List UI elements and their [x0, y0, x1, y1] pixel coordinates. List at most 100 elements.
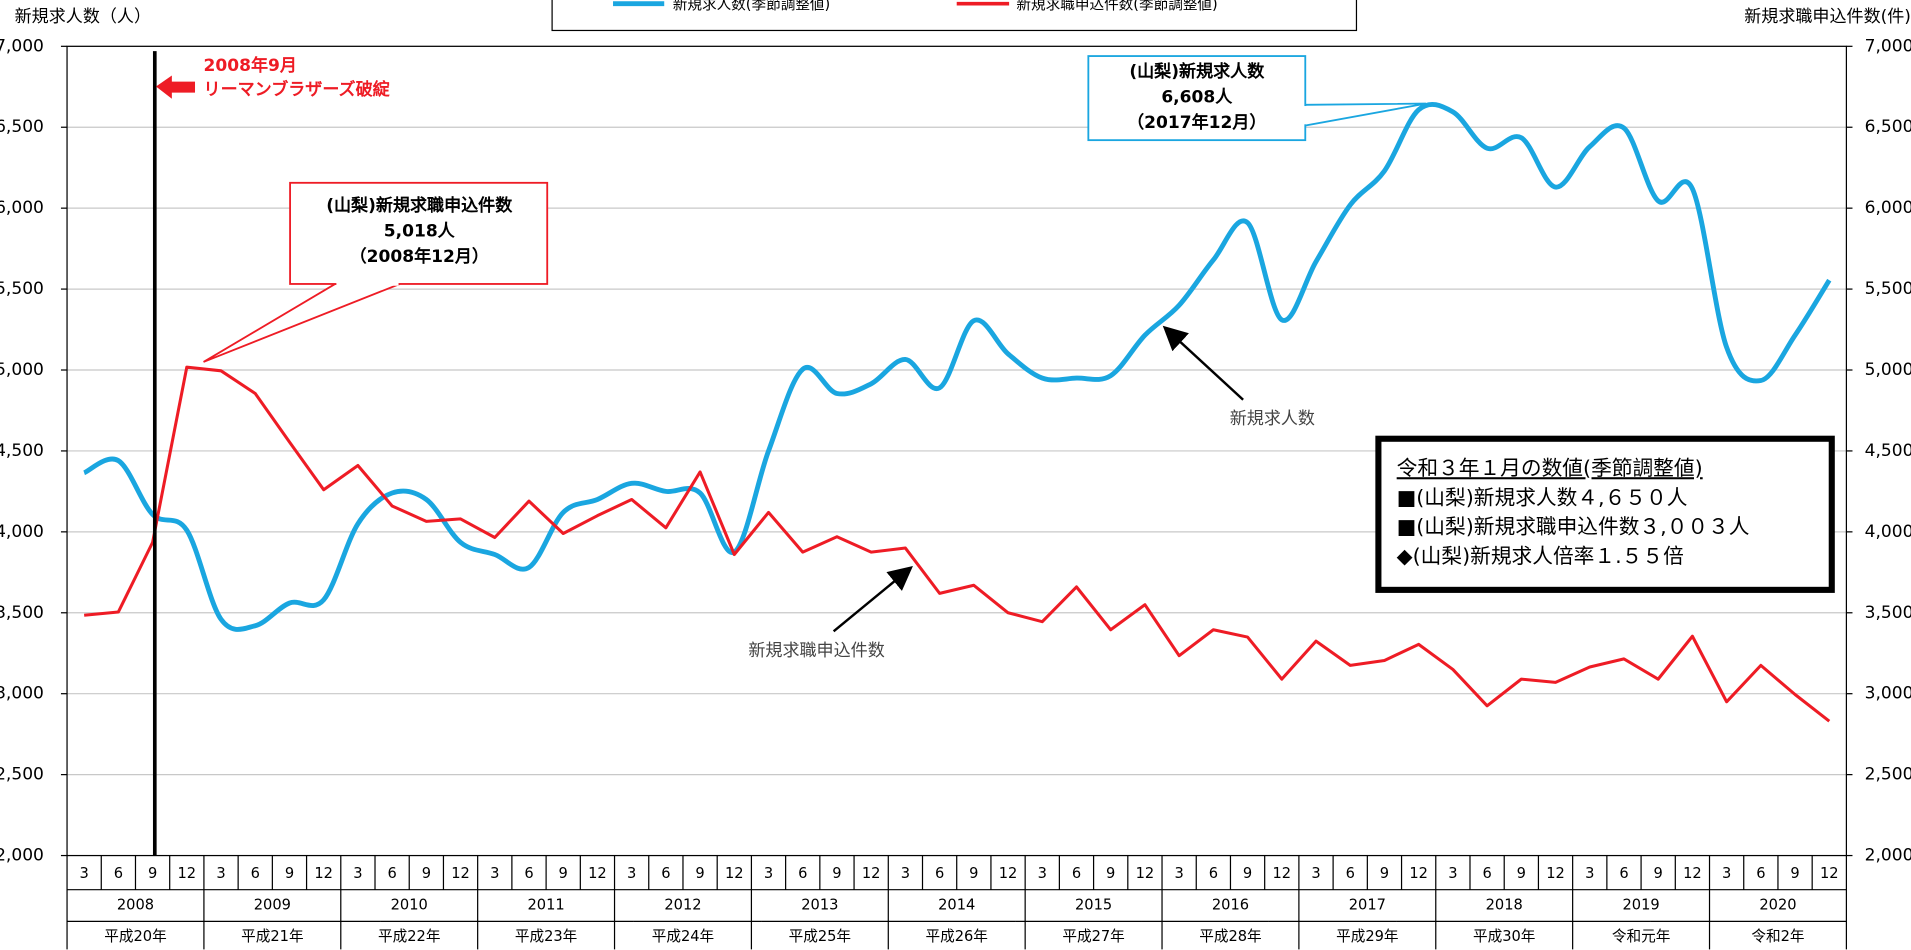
year-label: 2013 — [801, 897, 838, 914]
x-tick-label: 6 — [251, 865, 260, 882]
y-tick-label: 5,000 — [0, 360, 44, 380]
event-label: リーマンブラザーズ破綻 — [204, 79, 391, 100]
x-tick-label: 9 — [695, 865, 704, 882]
year-label: 2010 — [391, 897, 428, 914]
info-box — [1375, 435, 1835, 593]
callout-text: (山梨)新規求人数 — [1129, 61, 1265, 82]
event-arrow — [156, 75, 196, 99]
x-tick-label: 6 — [661, 865, 670, 882]
year-label: 2009 — [254, 897, 291, 914]
era-label: 平成22年 — [378, 928, 440, 945]
x-tick-label: 6 — [1072, 865, 1081, 882]
y-tick-label: 3,500 — [0, 603, 44, 623]
x-tick-label: 12 — [451, 865, 470, 882]
year-label: 2019 — [1622, 897, 1659, 914]
y-tick-label: 6,500 — [0, 117, 44, 137]
info-line: ■(山梨)新規求人数４,６５０人 — [1397, 485, 1688, 509]
arrow-label: 新規求職申込件数 — [748, 641, 884, 661]
x-tick-label: 3 — [1038, 865, 1047, 882]
x-tick-label: 12 — [1272, 865, 1291, 882]
callout-box — [1087, 55, 1307, 142]
info-line: ◆(山梨)新規求人倍率１.５５倍 — [1397, 544, 1684, 568]
x-tick-label: 3 — [627, 865, 636, 882]
x-tick-label: 9 — [1106, 865, 1115, 882]
x-tick-label: 9 — [1380, 865, 1389, 882]
series-line — [84, 365, 1831, 723]
x-tick-label: 6 — [1209, 865, 1218, 882]
x-tick-label: 12 — [1546, 865, 1565, 882]
y2-tick-label: 2,000 — [1865, 846, 1911, 866]
legend-label: 新規求人数(季節調整値) — [673, 0, 831, 13]
x-tick-label: 12 — [725, 865, 744, 882]
event-date: 2008年9月 — [204, 55, 297, 76]
year-label: 2015 — [1075, 897, 1112, 914]
x-tick-label: 12 — [178, 865, 197, 882]
callout-box — [289, 181, 549, 285]
x-tick-label: 6 — [1482, 865, 1491, 882]
y2-tick-label: 3,000 — [1865, 684, 1911, 704]
era-label: 平成25年 — [789, 928, 851, 945]
era-label: 平成21年 — [241, 928, 303, 945]
x-tick-label: 12 — [999, 865, 1018, 882]
callout-text: （2008年12月） — [350, 246, 489, 267]
x-tick-label: 9 — [285, 865, 294, 882]
x-tick-label: 3 — [216, 865, 225, 882]
x-tick-label: 12 — [314, 865, 333, 882]
x-tick-label: 12 — [1136, 865, 1155, 882]
x-tick-label: 9 — [559, 865, 568, 882]
year-label: 2018 — [1486, 897, 1523, 914]
info-title: 令和３年１月の数値(季節調整値) — [1397, 456, 1703, 480]
x-tick-label: 3 — [1585, 865, 1594, 882]
y2-tick-label: 4,000 — [1865, 522, 1911, 542]
x-tick-label: 3 — [353, 865, 362, 882]
legend-box — [551, 0, 1358, 32]
callout-text: （2017年12月） — [1127, 112, 1266, 133]
x-tick-label: 6 — [935, 865, 944, 882]
x-tick-label: 6 — [1756, 865, 1765, 882]
x-tick-label: 6 — [524, 865, 533, 882]
y2-tick-label: 4,500 — [1865, 441, 1911, 461]
x-tick-label: 9 — [148, 865, 157, 882]
legend-label: 新規求職申込件数(季節調整値) — [1016, 0, 1217, 13]
y-tick-label: 7,000 — [0, 36, 44, 56]
era-label: 平成26年 — [926, 928, 988, 945]
x-tick-label: 9 — [969, 865, 978, 882]
y2-tick-label: 2,500 — [1865, 765, 1911, 785]
x-tick-label: 6 — [1619, 865, 1628, 882]
year-label: 2014 — [938, 897, 975, 914]
year-label: 2017 — [1349, 897, 1386, 914]
x-tick-label: 3 — [764, 865, 773, 882]
era-label: 平成29年 — [1336, 928, 1398, 945]
year-label: 2020 — [1759, 897, 1796, 914]
callout-text: (山梨)新規求職申込件数 — [326, 195, 513, 216]
era-label: 平成24年 — [652, 928, 714, 945]
x-tick-label: 3 — [1311, 865, 1320, 882]
era-label: 平成28年 — [1199, 928, 1261, 945]
x-tick-label: 9 — [1243, 865, 1252, 882]
x-tick-label: 6 — [387, 865, 396, 882]
x-tick-label: 9 — [1790, 865, 1799, 882]
x-tick-label: 12 — [1820, 865, 1839, 882]
y2-tick-label: 3,500 — [1865, 603, 1911, 623]
x-tick-label: 3 — [1448, 865, 1457, 882]
y2-tick-label: 6,000 — [1865, 198, 1911, 218]
x-tick-label: 12 — [1409, 865, 1428, 882]
info-line: ■(山梨)新規求職申込件数３,００３人 — [1397, 515, 1750, 539]
era-label: 平成23年 — [515, 928, 577, 945]
callout-text: 5,018人 — [384, 222, 456, 242]
y2-tick-label: 6,500 — [1865, 117, 1911, 137]
y-axis-title: 新規求人数（人） — [15, 7, 151, 27]
x-tick-label: 3 — [490, 865, 499, 882]
era-label: 平成20年 — [104, 928, 166, 945]
y-tick-label: 2,500 — [0, 765, 44, 785]
pointer-arrow — [832, 566, 913, 633]
era-label: 令和元年 — [1612, 928, 1670, 945]
pointer-arrow — [1162, 325, 1244, 401]
y-tick-label: 3,000 — [0, 684, 44, 704]
year-label: 2011 — [528, 897, 565, 914]
era-label: 令和2年 — [1751, 928, 1804, 945]
x-tick-label: 9 — [422, 865, 431, 882]
era-label: 平成30年 — [1473, 928, 1535, 945]
year-label: 2012 — [664, 897, 701, 914]
